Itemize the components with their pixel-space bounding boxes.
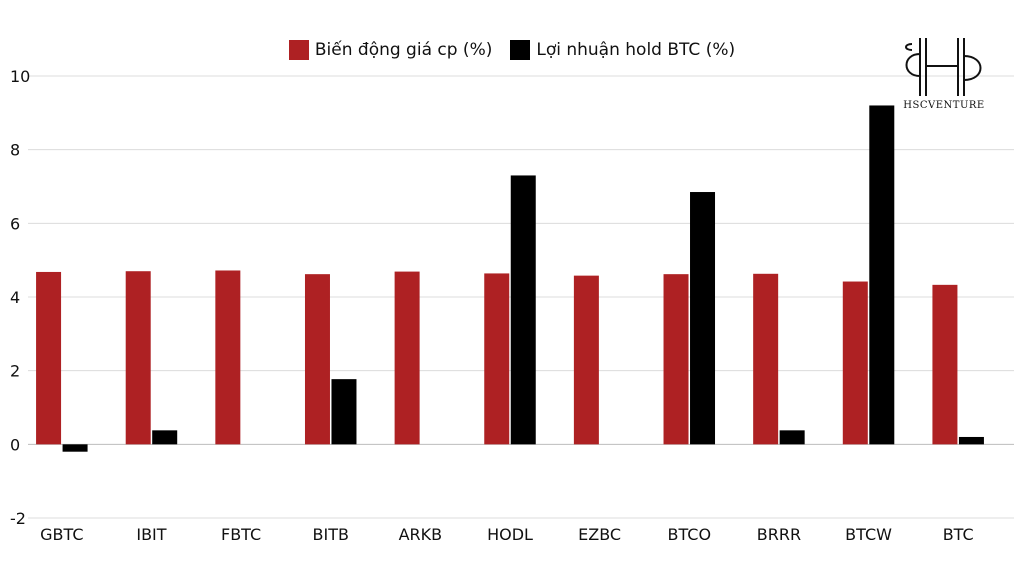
bar-bitb-series-2: [331, 379, 357, 445]
x-tick-label: GBTC: [40, 525, 83, 544]
x-axis-ticks: GBTC IBIT FBTC BITB ARKB HODL EZBC BTCO BRRR BTCW…: [40, 525, 974, 544]
bar-btco-series-2: [690, 192, 716, 445]
hs-monogram-logo-icon: [905, 38, 982, 96]
x-tick-label: BTC: [943, 525, 974, 544]
bar-hodl-series-1: [484, 273, 510, 445]
bar-gbtc-series-2: [62, 444, 88, 452]
legend-label-series-1: Biến động giá cp (%): [314, 40, 493, 60]
y-tick-label: 4: [10, 288, 20, 307]
x-tick-label: FBTC: [221, 525, 261, 544]
x-tick-label: ARKB: [399, 525, 443, 544]
bar-fbtc-series-1: [215, 270, 241, 445]
x-tick-label: EZBC: [578, 525, 621, 544]
bar-brrr-series-2: [779, 430, 805, 445]
legend-item-series-2: Lợi nhuận hold BTC (%): [510, 40, 735, 60]
bar-gbtc-series-1: [36, 271, 62, 445]
x-tick-label: BRRR: [757, 525, 801, 544]
bar-hodl-series-2: [510, 175, 536, 445]
legend-swatch-series-1: [288, 40, 309, 60]
legend-label-series-2: Lợi nhuận hold BTC (%): [536, 40, 736, 60]
y-tick-label: 6: [10, 214, 20, 233]
bars: [36, 105, 984, 452]
x-tick-label: HODL: [487, 525, 533, 544]
y-tick-label: 2: [10, 362, 20, 381]
y-tick-label: 10: [10, 67, 30, 86]
bar-btcw-series-1: [842, 281, 868, 445]
bar-btc-series-1: [932, 284, 958, 445]
bar-bitb-series-1: [304, 274, 330, 445]
legend-swatch-series-2: [510, 40, 531, 60]
bar-ibit-series-2: [152, 430, 178, 445]
logo-text: HSCVENTURE: [903, 100, 985, 111]
hscventure-logo: HSCVENTURE: [896, 36, 992, 116]
bar-brrr-series-1: [753, 273, 779, 445]
x-tick-label: BITB: [313, 525, 349, 544]
legend: Biến động giá cp (%) Lợi nhuận hold BTC …: [0, 40, 1024, 60]
x-tick-label: IBIT: [136, 525, 166, 544]
bar-ibit-series-1: [125, 271, 151, 445]
x-tick-label: BTCW: [845, 525, 892, 544]
bar-ezbc-series-1: [573, 275, 599, 445]
bar-btco-series-1: [663, 274, 689, 445]
bar-arkb-series-1: [394, 271, 420, 445]
x-tick-label: BTCO: [667, 525, 711, 544]
bar-btc-series-2: [958, 436, 984, 445]
legend-item-series-1: Biến động giá cp (%): [288, 40, 493, 60]
y-tick-label: -2: [10, 509, 26, 528]
y-axis-ticks: 10 8 6 4 2 0 -2: [10, 67, 30, 528]
bar-btcw-series-2: [869, 105, 895, 445]
y-tick-label: 8: [10, 141, 20, 160]
y-tick-label: 0: [10, 435, 20, 454]
